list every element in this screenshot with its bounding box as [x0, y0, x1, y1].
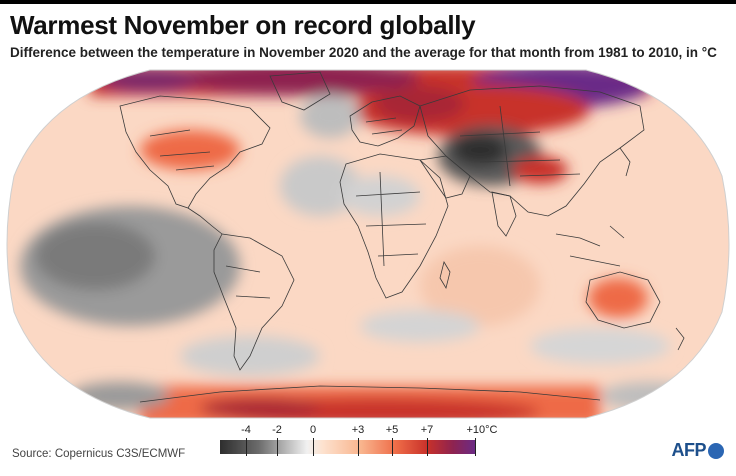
- temperature-anomaly-map: [0, 66, 736, 422]
- legend-tick-mark: [475, 438, 476, 456]
- top-rule: [0, 0, 736, 4]
- legend-tick-label: -2: [272, 424, 282, 436]
- source-credit: Source: Copernicus C3S/ECMWF: [12, 448, 186, 460]
- afp-logo: AFP: [671, 440, 724, 461]
- afp-dot-icon: [708, 442, 724, 459]
- legend-tick-mark: [277, 438, 278, 456]
- legend-tick-label: 0: [309, 424, 317, 436]
- legend-tick-mark: [313, 438, 314, 456]
- map-title: Warmest November on record globally: [10, 10, 476, 40]
- legend-tick-mark: [427, 438, 428, 456]
- legend-tick-mark: [358, 438, 359, 456]
- legend-tick-label: +7: [420, 424, 434, 436]
- map-subtitle: Difference between the temperature in No…: [10, 45, 717, 60]
- afp-logo-text: AFP: [671, 440, 707, 460]
- legend-tick-label: -4: [241, 424, 251, 436]
- legend-color-bar: [220, 440, 476, 454]
- legend-tick-mark: [246, 438, 247, 456]
- legend-tick-label: +10°C: [466, 424, 498, 436]
- color-scale-legend: -4 -2 0 +3 +5 +7 +10°C: [220, 424, 520, 464]
- country-outlines: [119, 71, 685, 403]
- anomaly-field: [20, 70, 700, 418]
- legend-tick-mark: [392, 438, 393, 456]
- legend-tick-label: +5: [385, 424, 399, 436]
- map-globe: [7, 70, 729, 418]
- globe-border: [6, 69, 730, 419]
- legend-tick-label: +3: [351, 424, 365, 436]
